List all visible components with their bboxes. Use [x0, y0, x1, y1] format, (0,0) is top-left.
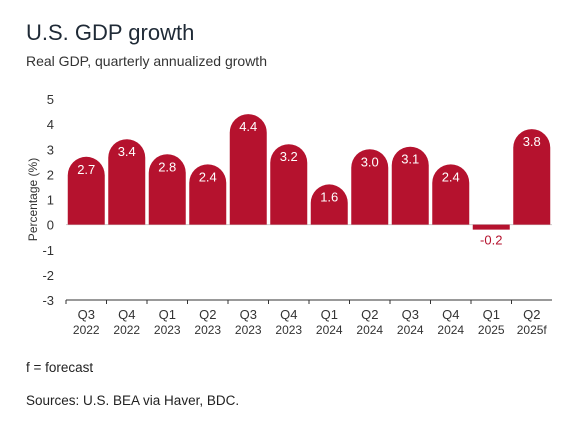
- x-tick-quarter: Q2: [361, 307, 378, 322]
- x-tick-year: 2024: [356, 323, 383, 337]
- y-tick-label: -3: [42, 293, 54, 308]
- x-tick-quarter: Q2: [199, 307, 216, 322]
- bar: [67, 156, 105, 225]
- x-tick-year: 2024: [316, 323, 343, 337]
- bar: [108, 139, 146, 225]
- x-tick-year: 2023: [194, 323, 221, 337]
- bar-value-label: 3.0: [361, 154, 379, 169]
- y-axis-label: Percentage (%): [26, 158, 40, 241]
- chart-subtitle: Real GDP, quarterly annualized growth: [26, 53, 267, 69]
- x-tick-year: 2024: [437, 323, 464, 337]
- x-tick-year: 2023: [154, 323, 181, 337]
- bar: [310, 184, 348, 225]
- x-tick-quarter: Q4: [280, 307, 297, 322]
- bar-value-label: 2.8: [158, 159, 176, 174]
- bar: [189, 164, 227, 225]
- bar-value-label: 4.4: [239, 119, 257, 134]
- x-tick-quarter: Q1: [483, 307, 500, 322]
- bar-value-label: 2.4: [199, 169, 217, 184]
- x-tick-year: 2023: [235, 323, 262, 337]
- gdp-bar-chart: Percentage (%) -3 -2 -1 0 1 2 3 4 5 2.7 3.4 2.8 2.4…: [26, 92, 552, 337]
- y-tick-label: 2: [47, 167, 54, 182]
- x-tick-quarter: Q3: [240, 307, 257, 322]
- source-note: Sources: U.S. BEA via Haver, BDC.: [26, 393, 240, 408]
- x-tick-year: 2024: [397, 323, 424, 337]
- bar: [351, 149, 389, 225]
- x-tick-quarter: Q1: [159, 307, 176, 322]
- y-tick-label: 3: [47, 142, 54, 157]
- bar-value-label: 3.4: [118, 144, 136, 159]
- chart-title: U.S. GDP growth: [26, 20, 195, 45]
- forecast-note: f = forecast: [26, 360, 94, 375]
- x-tick-quarter: Q4: [118, 307, 135, 322]
- bar-value-label: -0.2: [480, 233, 502, 248]
- x-tick-year: 2025f: [517, 323, 548, 337]
- x-tick-year: 2022: [113, 323, 140, 337]
- x-tick-year: 2022: [73, 323, 100, 337]
- bar-value-label: 2.4: [442, 169, 460, 184]
- y-tick-label: 0: [47, 218, 54, 233]
- bar-value-label: 3.8: [523, 134, 541, 149]
- bar: [432, 164, 470, 225]
- bar: [472, 224, 510, 230]
- bar: [229, 114, 267, 225]
- y-tick-label: -1: [42, 243, 54, 258]
- bar-value-label: 1.6: [320, 189, 338, 204]
- y-tick-label: 1: [47, 193, 54, 208]
- y-tick-label: 4: [47, 117, 54, 132]
- x-tick-quarter: Q3: [402, 307, 419, 322]
- bar: [270, 144, 308, 225]
- x-tick-quarter: Q3: [78, 307, 95, 322]
- x-tick-quarter: Q1: [321, 307, 338, 322]
- x-tick-year: 2023: [275, 323, 302, 337]
- bar: [513, 129, 551, 225]
- x-tick-year: 2025: [478, 323, 505, 337]
- bar-value-label: 2.7: [77, 162, 95, 177]
- y-tick-label: 5: [47, 92, 54, 107]
- y-tick-label: -2: [42, 268, 54, 283]
- bar: [148, 154, 186, 225]
- bar-value-label: 3.2: [280, 149, 298, 164]
- bar-value-label: 3.1: [401, 152, 419, 167]
- x-tick-quarter: Q2: [523, 307, 540, 322]
- x-tick-quarter: Q4: [442, 307, 459, 322]
- bar: [391, 146, 429, 225]
